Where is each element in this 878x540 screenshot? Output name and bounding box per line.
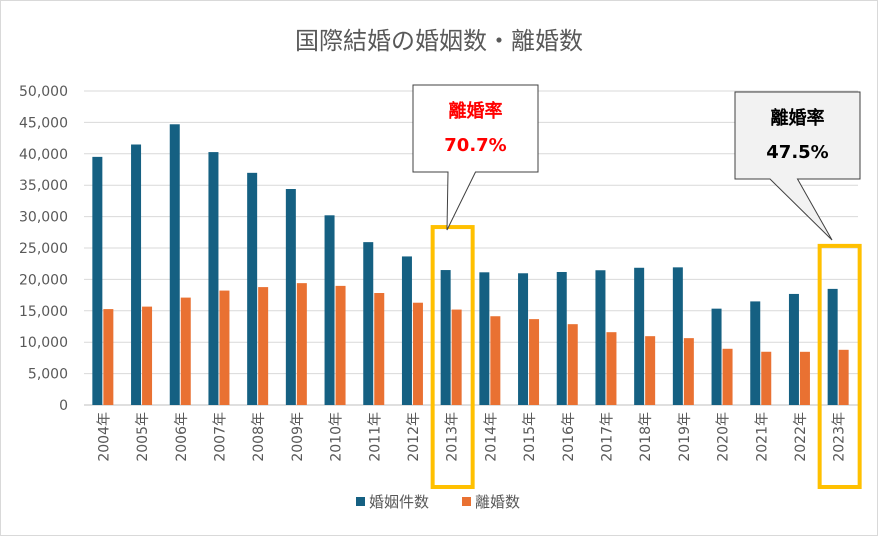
- bar-divorces-2018年: [645, 336, 656, 405]
- callout-label: 離婚率: [771, 107, 825, 129]
- bar-marriages-2017年: [595, 270, 606, 405]
- bar-divorces-2021年: [761, 351, 772, 405]
- bar-divorces-2016年: [567, 324, 578, 405]
- y-tick-label: 5,000: [28, 367, 68, 383]
- y-tick-label: 45,000: [19, 115, 68, 131]
- y-tick-label: 30,000: [19, 210, 68, 226]
- y-tick-label: 20,000: [19, 272, 68, 288]
- bar-divorces-2006年: [180, 297, 191, 405]
- y-tick-label: 50,000: [19, 84, 68, 100]
- x-tick-label: 2018年: [638, 412, 654, 462]
- x-tick-label: 2013年: [445, 412, 461, 462]
- callout: [412, 84, 539, 231]
- bar-marriages-2006年: [169, 124, 180, 406]
- x-tick-label: 2015年: [522, 412, 538, 462]
- bar-marriages-2021年: [750, 301, 761, 405]
- bar-divorces-2007年: [219, 290, 230, 405]
- x-tick-label: 2016年: [561, 412, 577, 462]
- x-tick-label: 2008年: [251, 412, 267, 462]
- bar-divorces-2015年: [529, 319, 540, 405]
- highlight-box: [817, 243, 862, 489]
- bar-marriages-2008年: [247, 172, 258, 405]
- bar-divorces-2023年: [838, 349, 849, 405]
- bar-divorces-2012年: [412, 302, 423, 405]
- bar-marriages-2018年: [634, 267, 645, 405]
- bar-marriages-2023年: [827, 288, 838, 405]
- x-tick-label: 2005年: [135, 412, 151, 462]
- bar-divorces-2010年: [335, 285, 346, 405]
- legend-label: 離婚数: [475, 493, 520, 511]
- bar-divorces-2004年: [103, 309, 114, 405]
- bar-divorces-2020年: [722, 348, 733, 405]
- bar-divorces-2011年: [374, 293, 385, 405]
- x-tick-label: 2014年: [483, 412, 499, 462]
- x-tick-label: 2004年: [96, 412, 112, 462]
- x-tick-label: 2020年: [716, 412, 732, 462]
- bar-divorces-2013年: [451, 309, 462, 405]
- x-tick-label: 2012年: [406, 412, 422, 462]
- legend-label: 婚姻件数: [369, 493, 429, 511]
- bar-marriages-2016年: [556, 271, 567, 405]
- y-tick-label: 15,000: [19, 304, 68, 320]
- x-tick-label: 2006年: [174, 412, 190, 462]
- highlight-box: [430, 225, 475, 489]
- bar-marriages-2019年: [672, 267, 683, 405]
- bar-marriages-2005年: [131, 144, 142, 405]
- bar-marriages-2014年: [479, 272, 490, 405]
- bar-divorces-2009年: [296, 283, 307, 405]
- bar-marriages-2009年: [285, 189, 296, 405]
- x-tick-label: 2017年: [599, 412, 615, 462]
- y-tick-label: 40,000: [19, 147, 68, 163]
- x-tick-label: 2022年: [793, 412, 809, 462]
- bar-marriages-2007年: [208, 152, 219, 405]
- x-tick-label: 2023年: [832, 412, 848, 462]
- bar-marriages-2012年: [401, 256, 412, 405]
- bar-marriages-2013年: [440, 270, 451, 405]
- callout: [734, 91, 861, 241]
- bar-divorces-2019年: [683, 338, 694, 405]
- legend-swatch: [462, 497, 471, 506]
- bar-marriages-2010年: [324, 215, 335, 405]
- bar-divorces-2022年: [799, 351, 810, 405]
- bar-marriages-2004年: [92, 156, 103, 405]
- bar-marriages-2020年: [711, 308, 722, 405]
- chart-title: 国際結婚の婚姻数・離婚数: [295, 27, 583, 55]
- y-tick-label: 0: [59, 398, 68, 414]
- bar-divorces-2017年: [606, 332, 617, 405]
- callout-value: 70.7%: [444, 135, 506, 156]
- x-tick-label: 2007年: [212, 412, 228, 462]
- bar-divorces-2005年: [142, 306, 153, 405]
- bar-divorces-2008年: [258, 287, 269, 405]
- bar-marriages-2011年: [363, 242, 374, 405]
- x-tick-label: 2011年: [367, 412, 383, 462]
- y-tick-label: 35,000: [19, 178, 68, 194]
- x-tick-label: 2019年: [677, 412, 693, 462]
- legend-swatch: [356, 497, 365, 506]
- callout-value: 47.5%: [766, 142, 828, 163]
- bar-marriages-2015年: [518, 273, 529, 405]
- callout-label: 離婚率: [449, 100, 503, 122]
- y-tick-label: 25,000: [19, 241, 68, 257]
- x-tick-label: 2010年: [329, 412, 345, 462]
- bar-divorces-2014年: [490, 316, 501, 405]
- bar-marriages-2022年: [788, 293, 799, 405]
- x-tick-label: 2009年: [290, 412, 306, 462]
- y-tick-label: 10,000: [19, 335, 68, 351]
- x-tick-label: 2021年: [754, 412, 770, 462]
